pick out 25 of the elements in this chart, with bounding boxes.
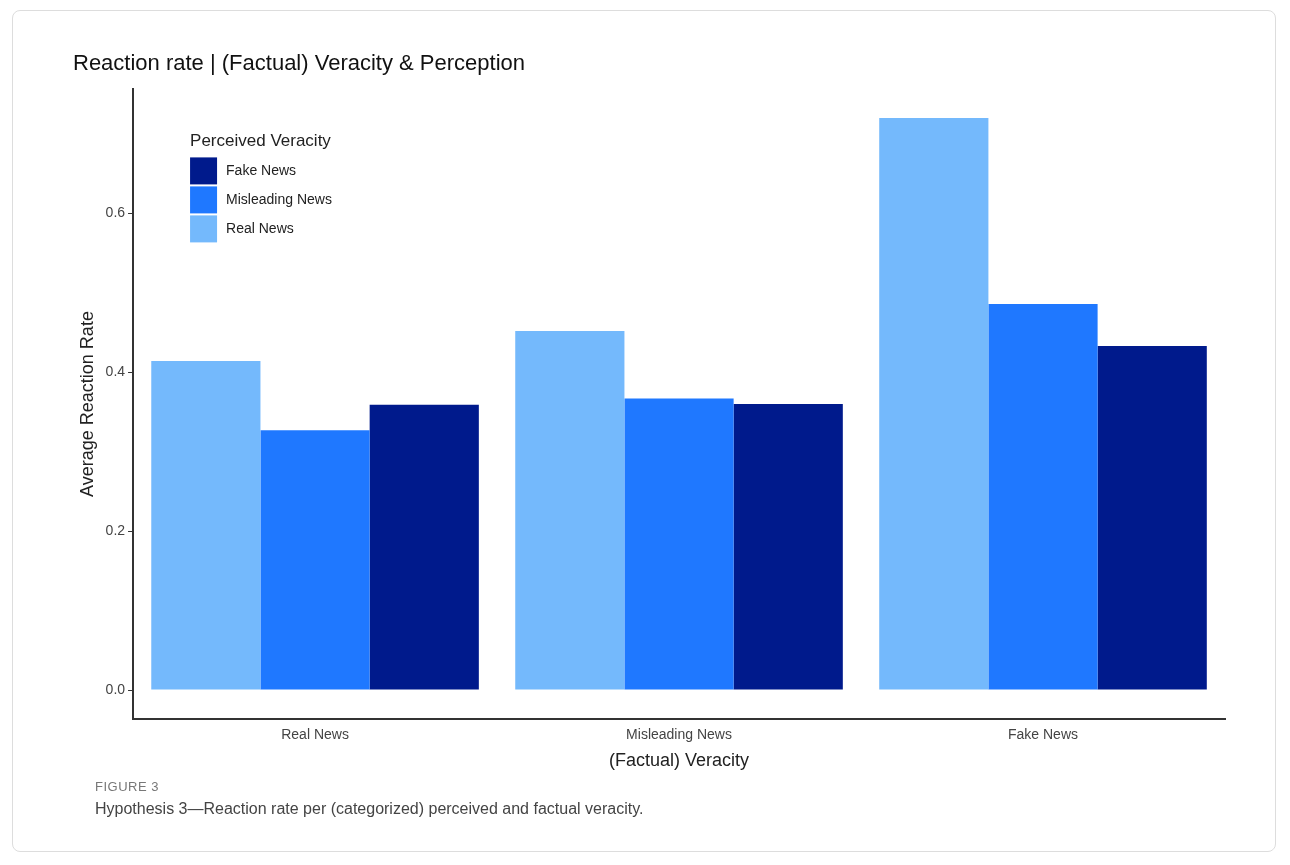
bar — [879, 118, 989, 690]
bar — [515, 330, 625, 690]
legend-title: Perceived Veracity — [190, 131, 332, 151]
bar — [624, 398, 734, 690]
chart-title: Reaction rate | (Factual) Veracity & Perception — [73, 50, 526, 76]
y-tick-label: 0.0 — [105, 680, 126, 697]
bar — [260, 430, 370, 690]
legend-label: Misleading News — [226, 191, 332, 208]
x-tick-label: Misleading News — [626, 725, 732, 742]
x-tick-label: Real News — [281, 725, 349, 742]
y-axis-title: Average Reaction Rate — [76, 311, 97, 497]
bar — [1097, 346, 1207, 690]
bar — [151, 361, 261, 690]
caption: FIGURE 3 — [95, 779, 160, 794]
legend-label: Fake News — [226, 162, 297, 179]
bar — [733, 404, 843, 690]
legend-label: Real News — [226, 220, 294, 237]
bar — [988, 303, 1098, 690]
x-tick-label: Fake News — [1007, 725, 1079, 742]
y-tick-label: 0.6 — [105, 204, 126, 221]
x-axis-title: (Factual) Veracity — [609, 750, 750, 771]
bar — [369, 404, 479, 690]
y-tick-label: 0.4 — [105, 363, 126, 380]
y-tick-label: 0.2 — [105, 521, 126, 538]
text: Hypothesis 3—Reaction rate per (categorized) perceived and factual veracity. — [95, 800, 644, 818]
